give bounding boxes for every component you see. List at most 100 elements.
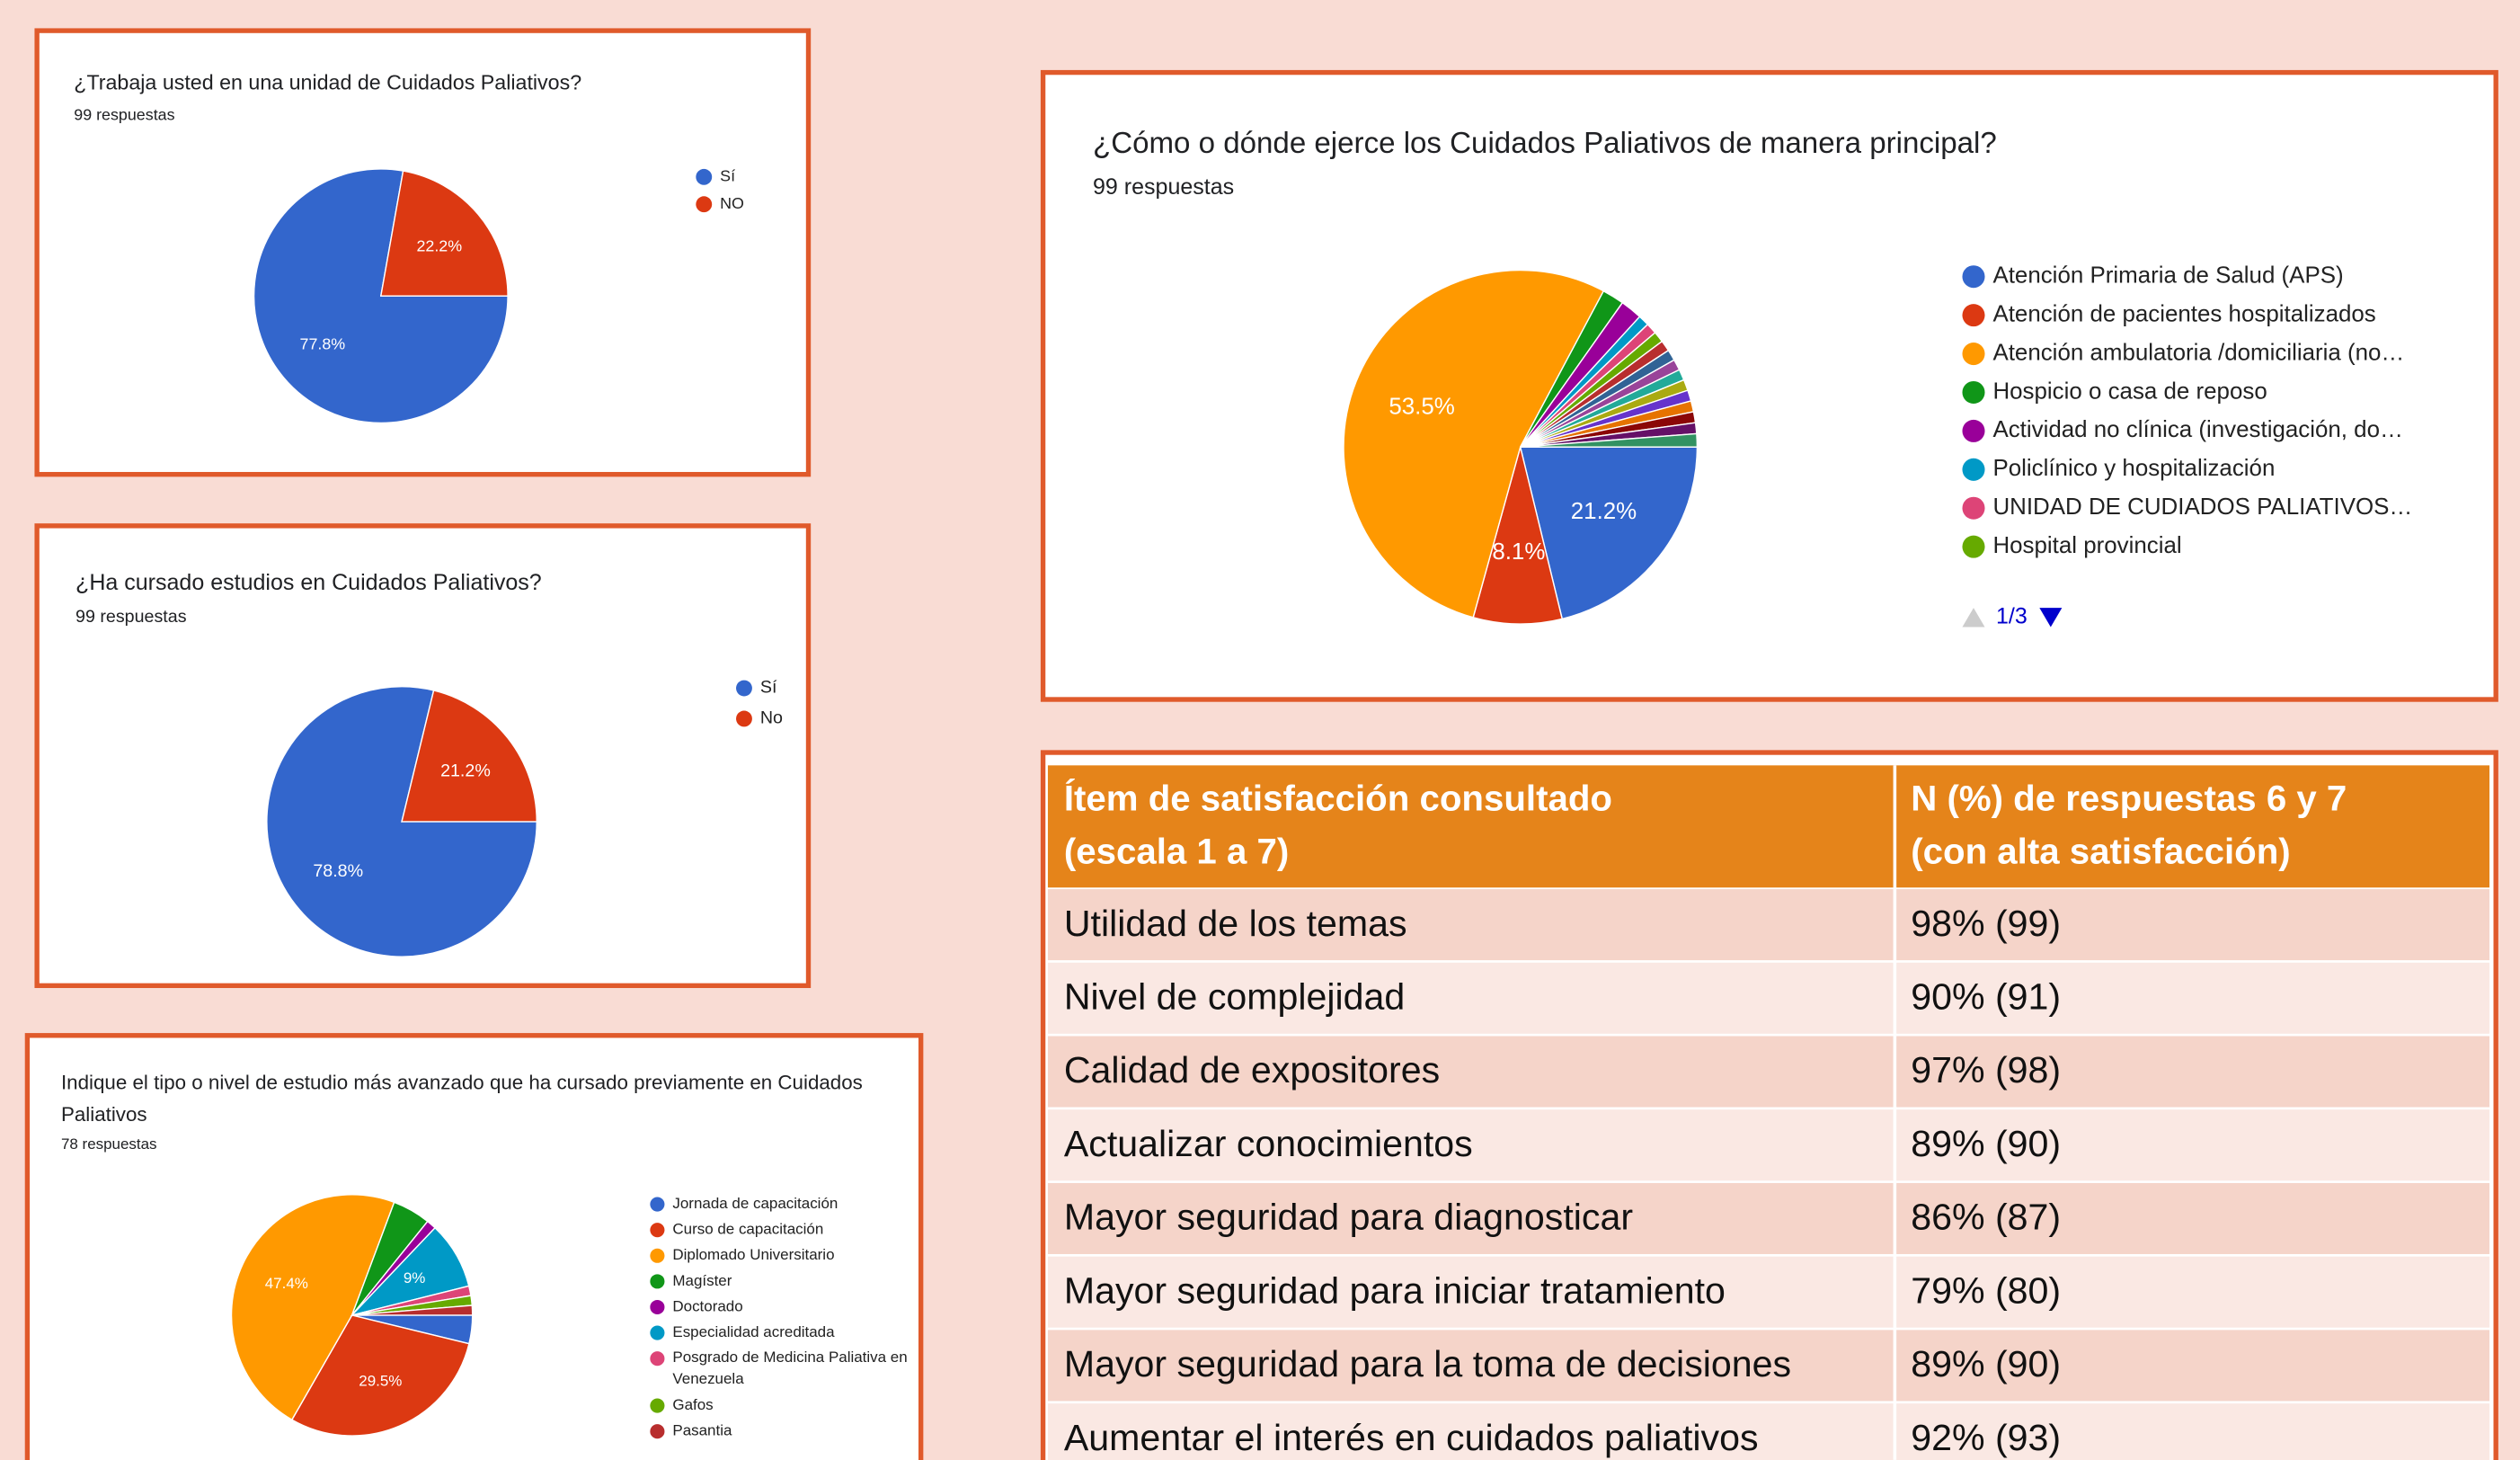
- table-cell: 86% (87): [1911, 1197, 2061, 1238]
- pie-slice: [1519, 446, 1699, 620]
- pager-label: 1/3: [1996, 603, 2028, 628]
- legend-swatch: [650, 1248, 665, 1263]
- pie-slice: [401, 690, 537, 823]
- chart-subtitle: 99 respuestas: [75, 607, 187, 627]
- legend-label: Atención ambulatoria /domiciliaria (no…: [1992, 340, 2404, 365]
- table-row: [1047, 1330, 2490, 1402]
- table-cell: Mayor seguridad para diagnosticar: [1064, 1197, 1634, 1238]
- legend-label: Sí: [720, 167, 735, 185]
- legend-label: Policlínico y hospitalización: [1992, 456, 2275, 481]
- chart-title: ¿Trabaja usted en una unidad de Cuidados…: [74, 70, 581, 93]
- legend-swatch: [1962, 380, 1985, 404]
- legend-swatch: [650, 1325, 665, 1340]
- table-cell: Calidad de expositores: [1064, 1049, 1440, 1091]
- pie-slice: [1472, 444, 1564, 625]
- legend-swatch: [1962, 265, 1985, 289]
- table-cell: 89% (90): [1911, 1343, 2061, 1384]
- slice-label: 9%: [404, 1269, 426, 1286]
- table-cell: 90% (91): [1911, 975, 2061, 1017]
- header-cell: N (%) de respuestas 6 y 7: [1911, 778, 2347, 818]
- chart-subtitle: 99 respuestas: [74, 106, 174, 124]
- table-cell: Utilidad de los temas: [1064, 903, 1407, 944]
- legend-swatch: [1962, 535, 1985, 558]
- legend-label: Doctorado: [672, 1297, 742, 1314]
- legend-label: Atención Primaria de Salud (APS): [1992, 263, 2343, 289]
- header-cell: (escala 1 a 7): [1064, 831, 1289, 871]
- chart-subtitle: 99 respuestas: [1093, 174, 1234, 200]
- table-row: [1047, 1182, 2490, 1254]
- header-cell: Ítem de satisfacción consultado: [1064, 778, 1612, 818]
- table-cell: 79% (80): [1911, 1269, 2061, 1311]
- legend-swatch: [1962, 343, 1985, 366]
- pie-slice: [1520, 432, 1699, 448]
- table-cell: Mayor seguridad para iniciar tratamiento: [1064, 1269, 1726, 1311]
- card: [1040, 69, 2498, 702]
- legend-label: Especialidad acreditada: [672, 1323, 835, 1340]
- slice-label: 22.2%: [416, 236, 462, 254]
- pie-slice: [230, 1194, 395, 1421]
- chart-title: ¿Ha cursado estudios en Cuidados Paliati…: [75, 570, 542, 595]
- legend-label: Curso de capacitación: [672, 1221, 823, 1238]
- table-cell: Nivel de complejidad: [1064, 975, 1405, 1017]
- table-cell: 98% (99): [1911, 903, 2061, 944]
- legend-label: NO: [720, 194, 744, 212]
- legend-label: UNIDAD DE CUDIADOS PALIATIVOS…: [1992, 494, 2412, 520]
- legend-swatch: [696, 168, 713, 185]
- legend-label: No: [760, 708, 783, 728]
- legend-swatch: [650, 1351, 665, 1367]
- pager-prev: [1962, 608, 1985, 628]
- pie-slice: [351, 1304, 474, 1316]
- table-row: [1047, 1036, 2490, 1108]
- pie-slice: [379, 170, 509, 297]
- legend-label: Magíster: [672, 1272, 732, 1289]
- legend-swatch: [696, 196, 713, 213]
- legend-swatch: [650, 1223, 665, 1238]
- card: [24, 1033, 924, 1460]
- legend-swatch: [650, 1274, 665, 1289]
- legend-label: Jornada de capacitación: [672, 1195, 838, 1212]
- legend-label: Pasantia: [672, 1422, 732, 1439]
- legend-swatch: [650, 1424, 665, 1439]
- legend-swatch: [736, 680, 752, 697]
- slice-label: 53.5%: [1389, 394, 1454, 419]
- slice-label: 8.1%: [1492, 539, 1545, 565]
- table-row: [1047, 1109, 2490, 1181]
- chart-title: ¿Cómo o dónde ejerce los Cuidados Paliat…: [1093, 127, 1997, 160]
- pie-slice: [1343, 269, 1605, 619]
- table-cell: Aumentar el interés en cuidados paliativ…: [1064, 1417, 1759, 1458]
- slice-label: 47.4%: [265, 1275, 308, 1292]
- legend-swatch: [1962, 496, 1985, 520]
- header-cell: (con alta satisfacción): [1911, 831, 2290, 871]
- table-cell: 97% (98): [1911, 1049, 2061, 1091]
- legend-swatch: [650, 1299, 665, 1315]
- table-cell: Mayor seguridad para la toma de decision…: [1064, 1343, 1791, 1384]
- slice-label: 29.5%: [359, 1372, 402, 1389]
- legend-label: Hospital provincial: [1992, 533, 2181, 558]
- legend-label: Actividad no clínica (investigación, do…: [1992, 417, 2402, 442]
- slice-label: 21.2%: [1571, 499, 1637, 524]
- legend-label: Diplomado Universitario: [672, 1246, 834, 1263]
- table-cell: 92% (93): [1911, 1417, 2061, 1458]
- slice-label: 21.2%: [440, 761, 491, 780]
- legend-swatch: [650, 1197, 665, 1212]
- slice-label: 77.8%: [300, 334, 346, 352]
- pager-next[interactable]: [2039, 608, 2063, 628]
- legend-label: Atención de pacientes hospitalizados: [1992, 301, 2375, 326]
- legend-label: Sí: [760, 678, 777, 698]
- table-row: [1047, 889, 2490, 961]
- table-row: [1047, 962, 2490, 1034]
- pie-slice: [290, 1314, 470, 1437]
- legend-label: Posgrado de Medicina Paliativa en Venezue…: [672, 1349, 907, 1388]
- table-row: [1047, 1256, 2490, 1328]
- legend-swatch: [1962, 304, 1985, 327]
- chart-title: Indique el tipo o nivel de estudio más a…: [61, 1071, 863, 1126]
- legend-swatch: [1962, 458, 1985, 481]
- chart-subtitle: 78 respuestas: [61, 1135, 157, 1153]
- legend-swatch: [1962, 419, 1985, 442]
- slice-label: 78.8%: [313, 861, 363, 881]
- legend-label: Hospicio o casa de reposo: [1992, 378, 2267, 404]
- table-cell: 89% (90): [1911, 1123, 2061, 1164]
- table-cell: Actualizar conocimientos: [1064, 1123, 1473, 1164]
